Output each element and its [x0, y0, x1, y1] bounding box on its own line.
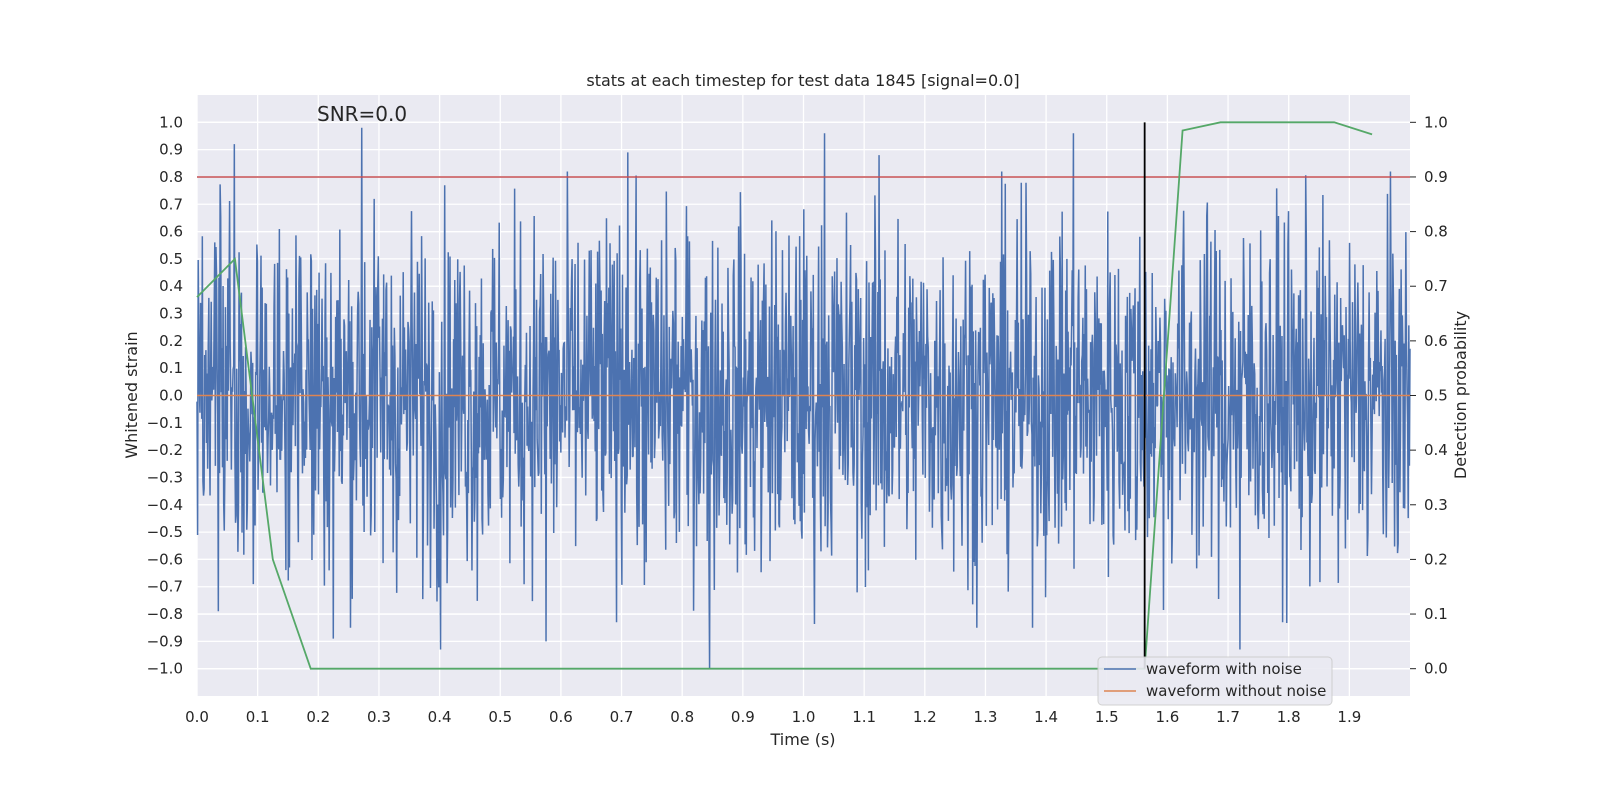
y-tick-label-left: −0.9 [147, 632, 183, 650]
y-tick-label-right: 0.6 [1424, 332, 1448, 350]
snr-annotation: SNR=0.0 [317, 102, 407, 126]
x-tick-label: 0.2 [306, 708, 330, 726]
y-tick-label-right: 0.0 [1424, 660, 1448, 678]
y-tick-label-left: −0.1 [147, 414, 183, 432]
legend-label-without-noise: waveform without noise [1146, 682, 1326, 700]
x-tick-label: 1.5 [1095, 708, 1119, 726]
chart-title: stats at each timestep for test data 184… [586, 71, 1019, 90]
x-tick-label: 1.3 [974, 708, 998, 726]
data-series [196, 121, 1411, 670]
y-tick-label-left: 0.0 [159, 387, 183, 405]
x-tick-label: 1.1 [852, 708, 876, 726]
y-tick-label-left: −1.0 [147, 660, 183, 678]
x-tick-label: 0.1 [246, 708, 270, 726]
x-tick-label: 0.8 [670, 708, 694, 726]
x-tick-label: 1.8 [1277, 708, 1301, 726]
axis-ticks: 0.0 0.1 0.2 0.3 0.4 0.5 0.6 0.7 0.8 0.9 1.0 1.1 1.2 1… [147, 113, 1448, 726]
legend-box [1097, 656, 1333, 706]
y-tick-label-left: −0.8 [147, 605, 183, 623]
y-tick-label-left: 0.2 [159, 332, 183, 350]
y-tick-label-left: 0.4 [159, 277, 183, 295]
y-tick-label-left: 0.9 [159, 141, 183, 159]
y-tick-label-left: 1.0 [159, 113, 183, 131]
x-tick-label: 0.4 [428, 708, 452, 726]
y-tick-label-right: 1.0 [1424, 113, 1448, 131]
x-tick-label: 0.5 [488, 708, 512, 726]
x-tick-label: 1.7 [1216, 708, 1240, 726]
x-axis-label: Time (s) [769, 730, 835, 749]
series-waveform-with-noise [196, 127, 1411, 669]
y-tick-label-left: 0.6 [159, 223, 183, 241]
y-tick-label-left: −0.6 [147, 550, 183, 568]
y-tick-label-left: 0.8 [159, 168, 183, 186]
legend: waveform with noise waveform without noi… [1097, 656, 1333, 706]
x-tick-label: 1.6 [1155, 708, 1179, 726]
y-tick-label-right: 0.8 [1424, 223, 1448, 241]
series-detection-probability [196, 121, 1373, 670]
x-tick-label: 1.2 [913, 708, 937, 726]
x-tick-label: 1.4 [1034, 708, 1058, 726]
y-tick-label-left: −0.4 [147, 496, 183, 514]
y-tick-label-left: 0.3 [159, 305, 183, 323]
x-tick-label: 0.3 [367, 708, 391, 726]
y-tick-label-right: 0.4 [1424, 441, 1448, 459]
y-tick-label-left: −0.5 [147, 523, 183, 541]
y-tick-label-right: 0.1 [1424, 605, 1448, 623]
y-tick-label-left: 0.7 [159, 195, 183, 213]
y-tick-label-right: 0.3 [1424, 496, 1448, 514]
y-tick-label-left: −0.7 [147, 578, 183, 596]
x-tick-label: 1.9 [1337, 708, 1361, 726]
y-tick-label-right: 0.2 [1424, 550, 1448, 568]
x-tick-label: 0.0 [185, 708, 209, 726]
y-tick-label-right: 0.9 [1424, 168, 1448, 186]
x-tick-label: 0.7 [610, 708, 634, 726]
y-tick-label-left: −0.2 [147, 441, 183, 459]
y-tick-label-left: −0.3 [147, 468, 183, 486]
y-axis-label-right: Detection probability [1451, 311, 1470, 479]
x-tick-label: 0.9 [731, 708, 755, 726]
y-tick-label-left: 0.1 [159, 359, 183, 377]
y-axis-label-left: Whitened strain [122, 331, 141, 458]
x-tick-label: 0.6 [549, 708, 573, 726]
legend-label-with-noise: waveform with noise [1146, 660, 1302, 678]
x-tick-label: 1.0 [792, 708, 816, 726]
y-tick-label-right: 0.5 [1424, 387, 1448, 405]
y-tick-label-left: 0.5 [159, 250, 183, 268]
y-tick-label-right: 0.7 [1424, 277, 1448, 295]
